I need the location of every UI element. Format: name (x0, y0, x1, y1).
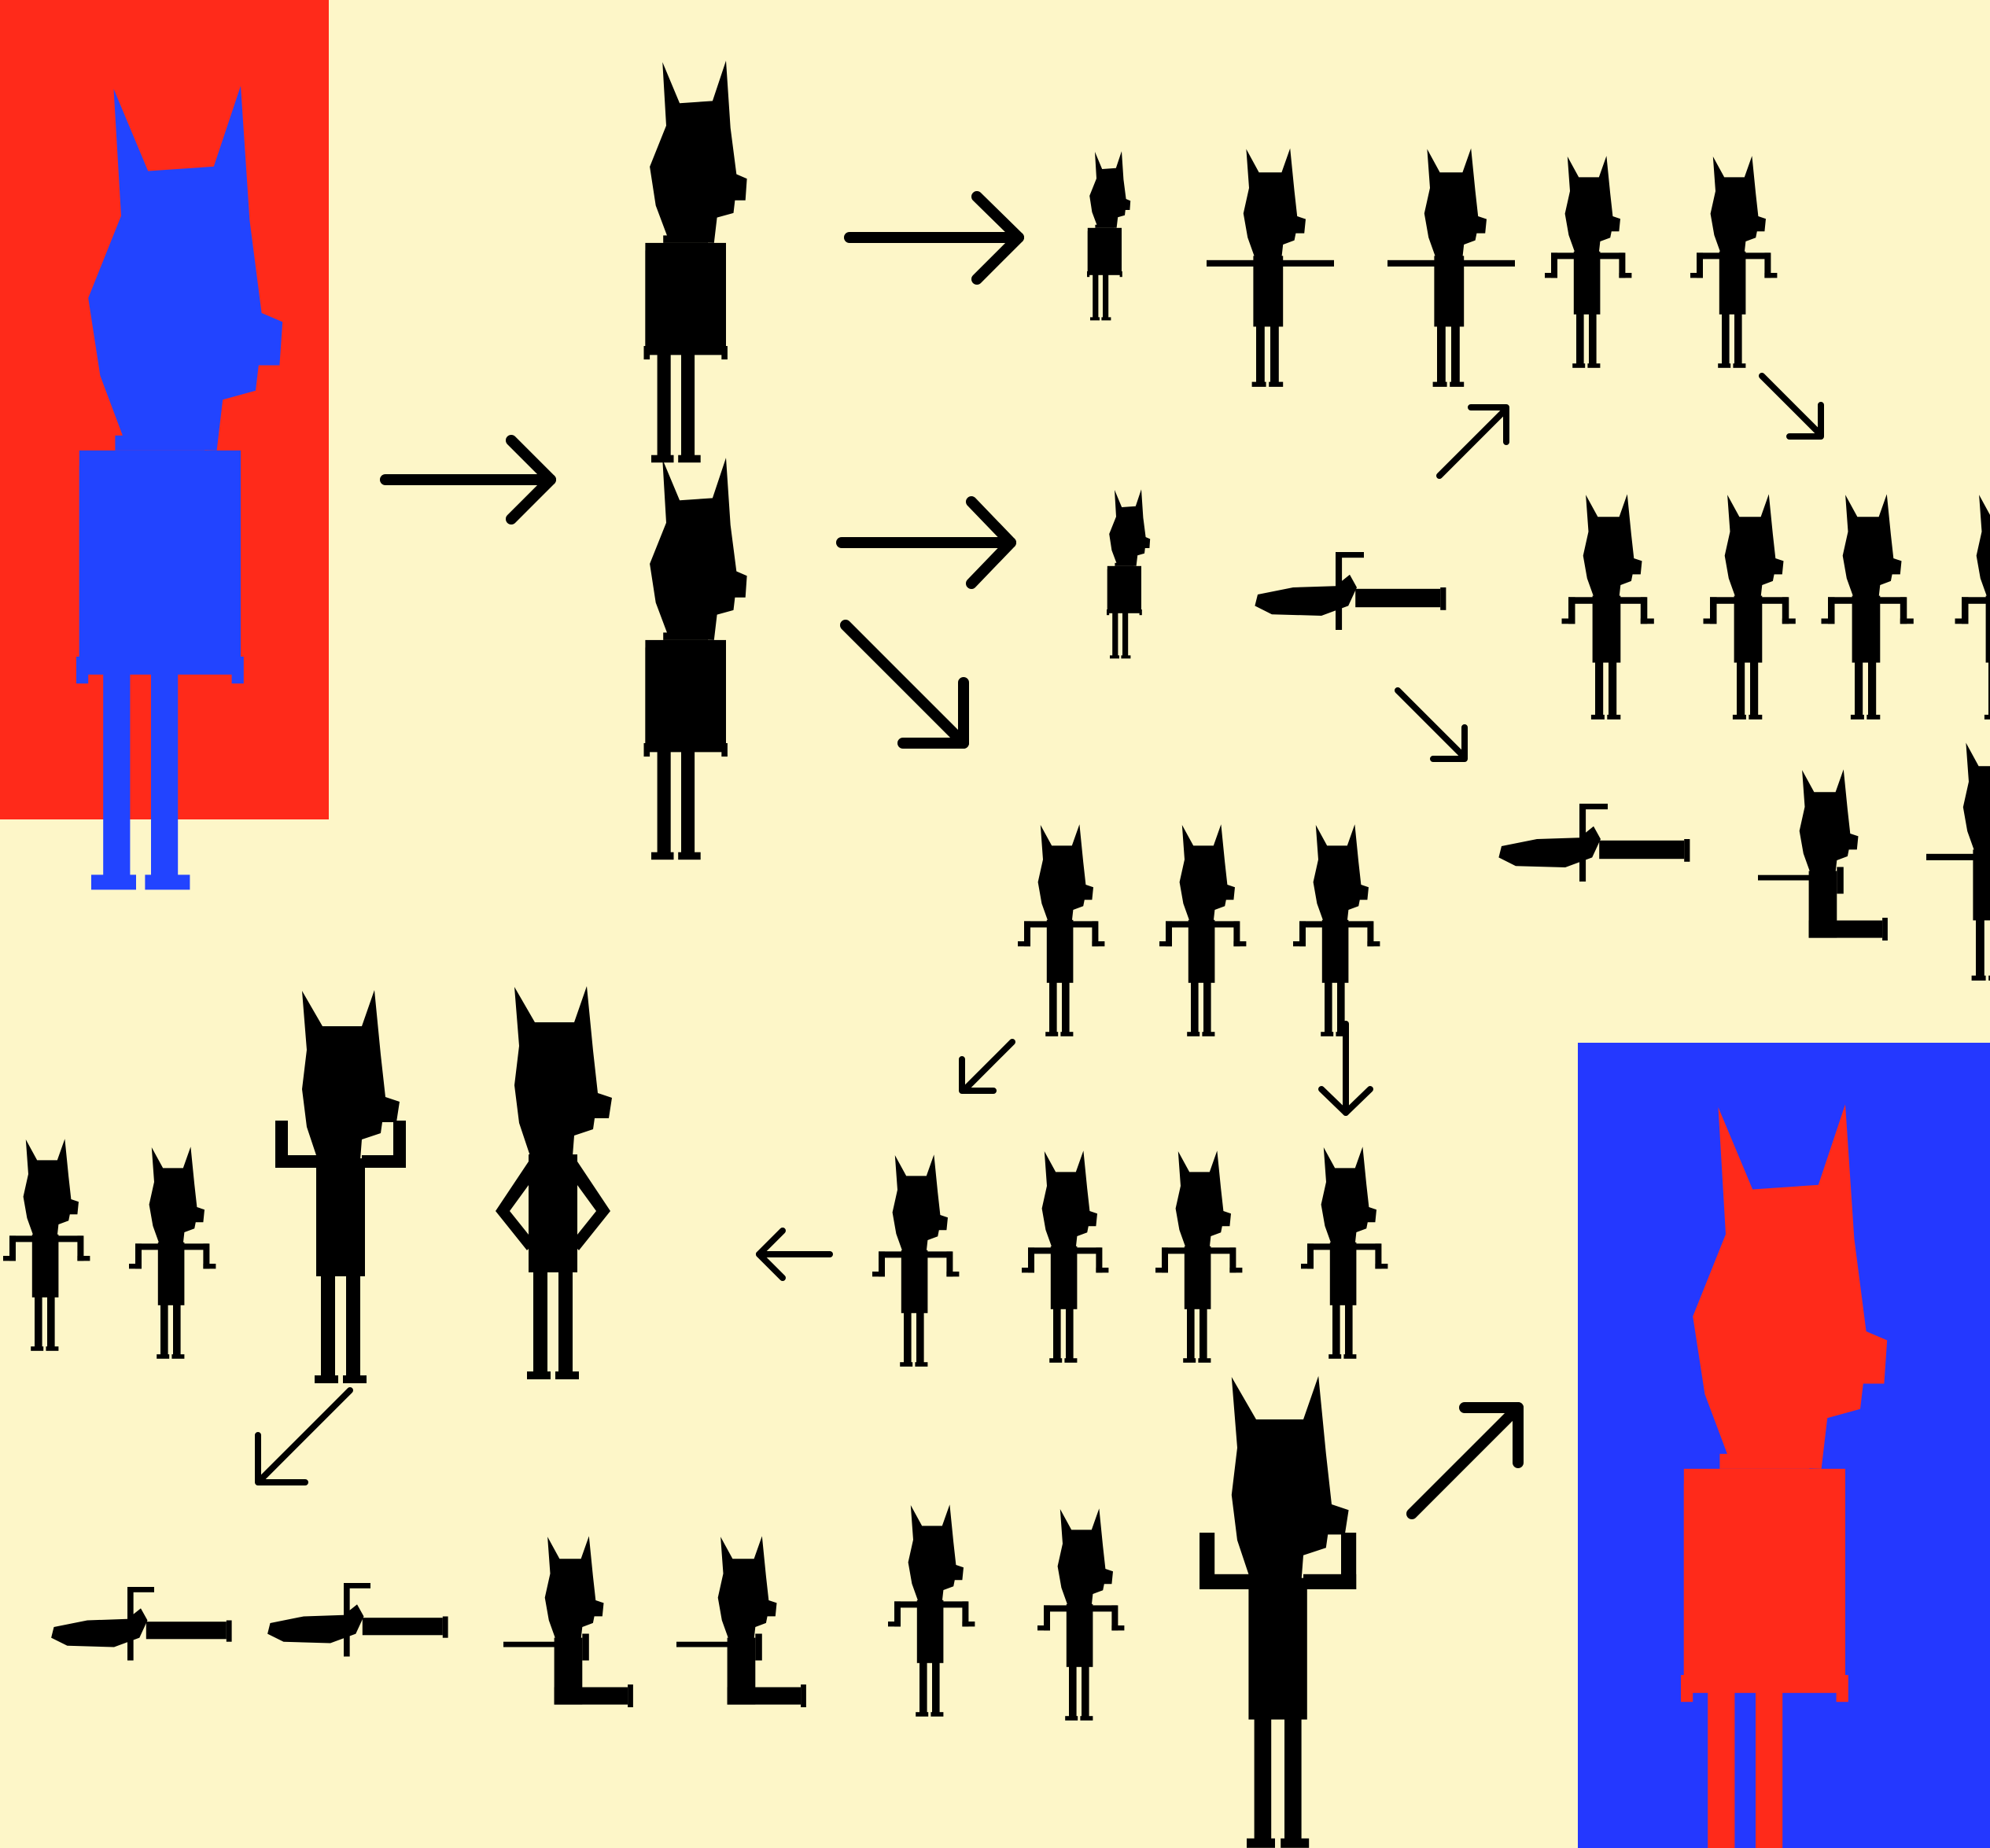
arrow-right (844, 191, 1024, 285)
arrow-down-left (959, 1039, 1015, 1094)
arrow-down-left (255, 1387, 353, 1485)
arrow-down-right (840, 620, 969, 749)
arrow-left (756, 1228, 833, 1281)
arrows (255, 191, 1824, 1519)
arrow-right (836, 496, 1016, 589)
arrow-down (1318, 1021, 1373, 1116)
arrow-down-right (1395, 687, 1468, 762)
arrow-up-right (1436, 404, 1509, 479)
arrow-up-right (1406, 1402, 1524, 1519)
arrow-right (380, 435, 556, 525)
arrow-down-right (1759, 373, 1824, 440)
